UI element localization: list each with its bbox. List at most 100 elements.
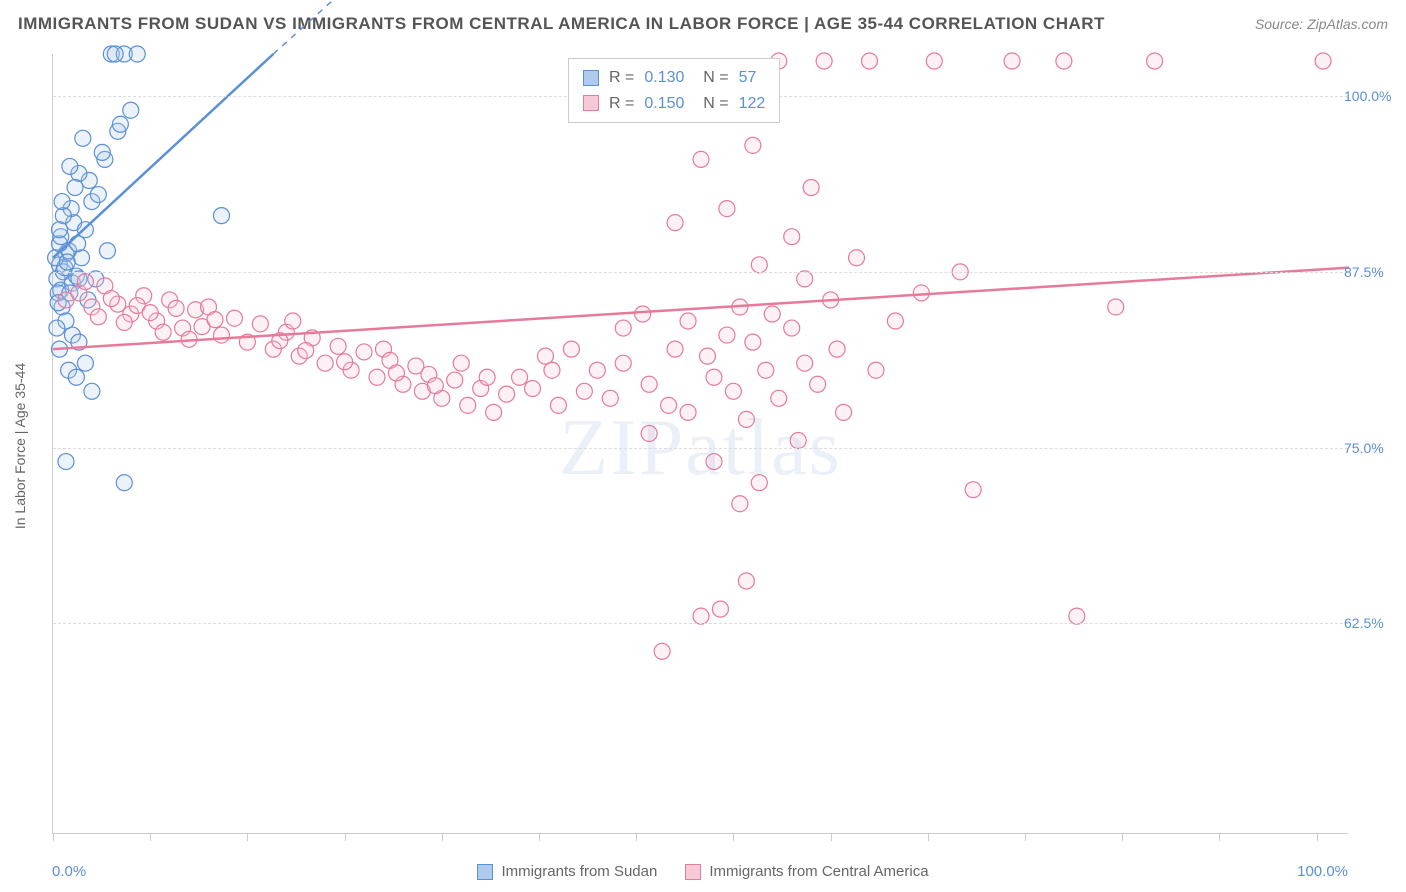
stats-row: R =0.150 N =122 — [583, 91, 765, 117]
data-point — [213, 208, 229, 224]
legend-swatch — [685, 864, 701, 880]
data-point — [1056, 53, 1072, 69]
data-point — [1069, 608, 1085, 624]
plot-svg — [53, 54, 1348, 833]
x-tick — [247, 833, 248, 841]
data-point — [758, 362, 774, 378]
data-point — [868, 362, 884, 378]
data-point — [499, 386, 515, 402]
data-point — [751, 257, 767, 273]
plot-area: ZIPatlas 62.5%75.0%87.5%100.0% — [52, 54, 1348, 834]
data-point — [90, 187, 106, 203]
data-point — [635, 306, 651, 322]
chart-container: IMMIGRANTS FROM SUDAN VS IMMIGRANTS FROM… — [0, 0, 1406, 892]
x-tick — [831, 833, 832, 841]
x-tick — [345, 833, 346, 841]
grid-line — [53, 623, 1348, 624]
data-point — [70, 236, 86, 252]
data-point — [207, 312, 223, 328]
data-point — [654, 643, 670, 659]
data-point — [693, 608, 709, 624]
data-point — [1315, 53, 1331, 69]
data-point — [926, 53, 942, 69]
data-point — [887, 313, 903, 329]
bottom-legend: Immigrants from Sudan Immigrants from Cen… — [0, 863, 1406, 880]
data-point — [62, 158, 78, 174]
data-point — [712, 601, 728, 617]
title-bar: IMMIGRANTS FROM SUDAN VS IMMIGRANTS FROM… — [18, 14, 1388, 34]
data-point — [745, 334, 761, 350]
data-point — [107, 46, 123, 62]
data-point — [168, 300, 184, 316]
data-point — [1004, 53, 1020, 69]
x-tick — [636, 833, 637, 841]
x-tick — [150, 833, 151, 841]
stats-legend-box: R =0.130 N = 57R =0.150 N =122 — [568, 58, 780, 123]
data-point — [719, 201, 735, 217]
data-point — [719, 327, 735, 343]
stats-n-value: 57 — [739, 65, 757, 91]
data-point — [460, 397, 476, 413]
data-point — [576, 383, 592, 399]
x-tick — [539, 833, 540, 841]
legend-item: Immigrants from Central America — [685, 863, 928, 880]
x-tick — [442, 833, 443, 841]
x-tick — [1317, 833, 1318, 841]
data-point — [123, 102, 139, 118]
data-point — [810, 376, 826, 392]
data-point — [706, 454, 722, 470]
data-point — [356, 344, 372, 360]
data-point — [94, 144, 110, 160]
data-point — [49, 320, 65, 336]
data-point — [680, 313, 696, 329]
grid-line — [53, 272, 1348, 273]
data-point — [680, 404, 696, 420]
data-point — [797, 271, 813, 287]
data-point — [213, 327, 229, 343]
data-point — [836, 404, 852, 420]
legend-label: Immigrants from Sudan — [501, 863, 657, 880]
legend-label: Immigrants from Central America — [709, 863, 928, 880]
data-point — [54, 194, 70, 210]
source-label: Source: ZipAtlas.com — [1255, 16, 1388, 32]
data-point — [58, 454, 74, 470]
data-point — [103, 291, 119, 307]
data-point — [67, 180, 83, 196]
data-point — [479, 369, 495, 385]
y-tick-label: 75.0% — [1344, 440, 1404, 456]
data-point — [797, 355, 813, 371]
x-tick — [928, 833, 929, 841]
data-point — [447, 372, 463, 388]
y-tick-label: 100.0% — [1344, 88, 1404, 104]
stats-n-value: 122 — [739, 91, 766, 117]
data-point — [252, 316, 268, 332]
data-point — [745, 137, 761, 153]
data-point — [74, 250, 90, 266]
data-point — [751, 475, 767, 491]
data-point — [550, 397, 566, 413]
y-tick-label: 62.5% — [1344, 615, 1404, 631]
x-tick — [1219, 833, 1220, 841]
data-point — [337, 354, 353, 370]
data-point — [116, 314, 132, 330]
data-point — [155, 324, 171, 340]
data-point — [738, 573, 754, 589]
data-point — [369, 369, 385, 385]
data-point — [764, 306, 780, 322]
x-tick — [1025, 833, 1026, 841]
stats-r-value: 0.150 — [644, 91, 684, 117]
data-point — [699, 348, 715, 364]
data-point — [661, 397, 677, 413]
data-point — [317, 355, 333, 371]
trend-line — [53, 54, 273, 258]
data-point — [330, 338, 346, 354]
data-point — [816, 53, 832, 69]
legend-swatch — [477, 864, 493, 880]
stats-n-label: N = — [694, 65, 728, 91]
data-point — [544, 362, 560, 378]
data-point — [771, 390, 787, 406]
data-point — [99, 243, 115, 259]
data-point — [615, 355, 631, 371]
data-point — [59, 254, 75, 270]
data-point — [667, 341, 683, 357]
